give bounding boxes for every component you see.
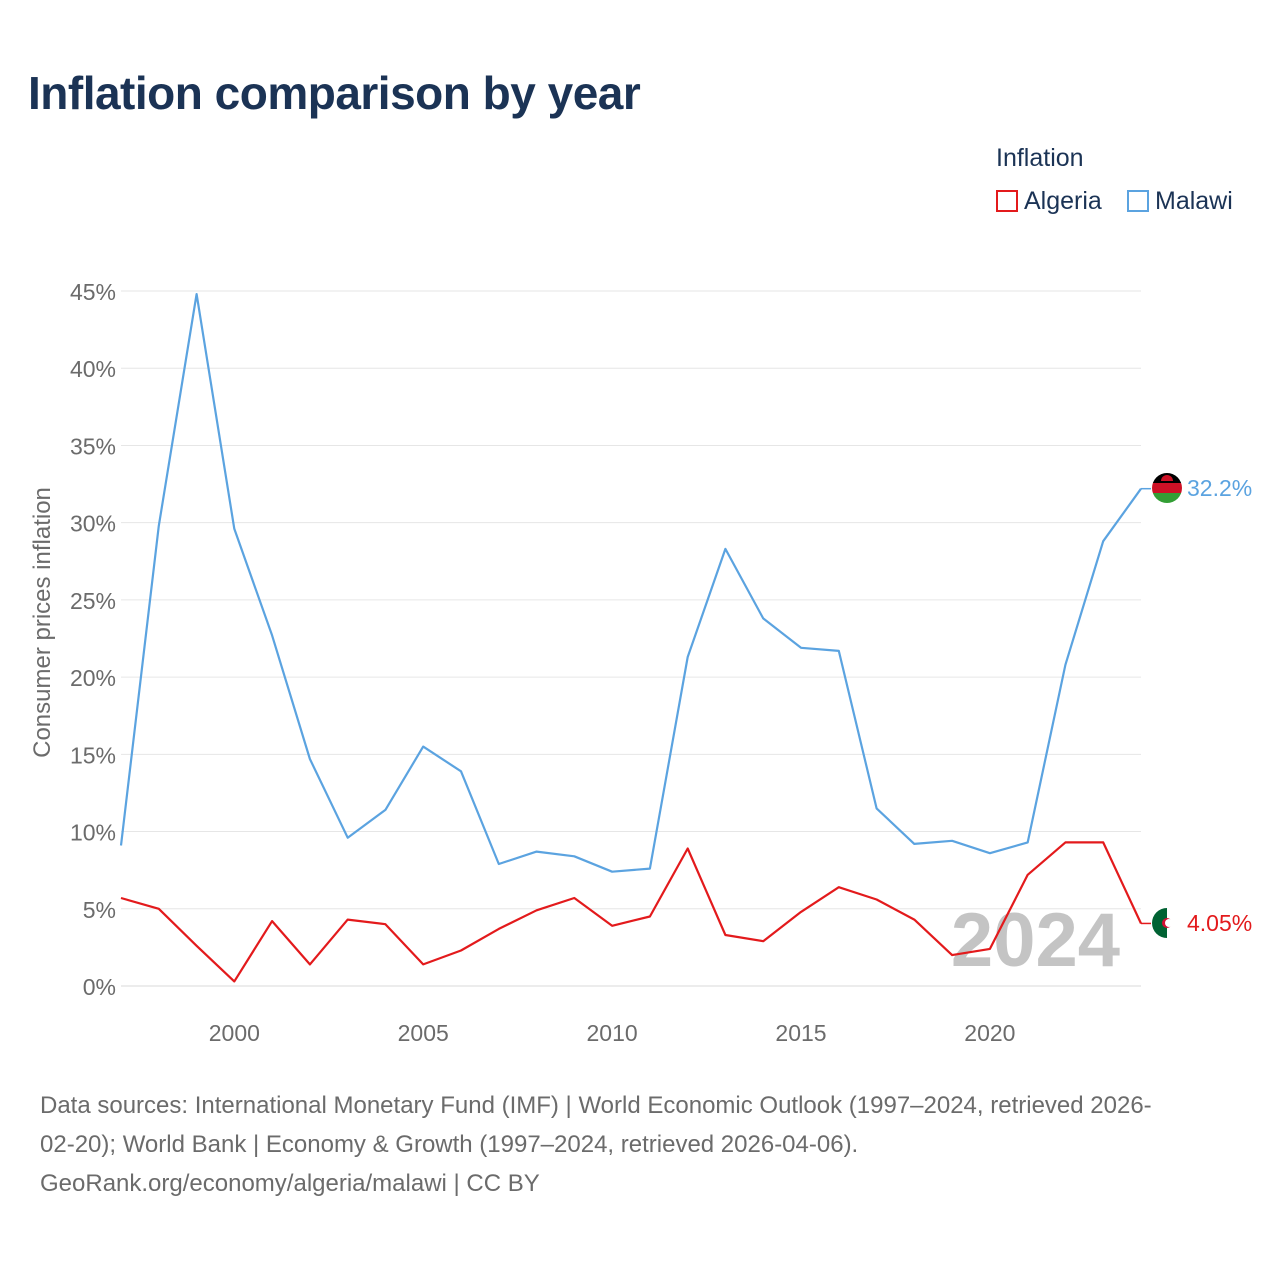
y-tick-label: 45% [70,279,116,305]
y-tick-label: 15% [70,742,116,768]
legend-title: Inflation [996,144,1084,172]
legend-item-malawi[interactable]: Malawi [1127,186,1233,216]
data-sources-footer: Data sources: International Monetary Fun… [40,1086,1250,1203]
year-watermark: 2024 [951,898,1120,983]
legend-label-malawi: Malawi [1155,186,1233,215]
legend-swatch-malawi [1127,190,1149,212]
y-tick-label: 30% [70,511,116,537]
y-tick-label: 35% [70,433,116,459]
axes: 0% 5% 10% 15% 20% 25% 30% 35% 40% 45% 2000 2005 2010… [29,279,1141,1046]
x-tick-label: 2005 [398,1020,449,1046]
footer-attribution[interactable]: GeoRank.org/economy/algeria/malawi | CC … [40,1170,540,1197]
y-tick-label: 10% [70,820,116,846]
y-tick-label: 25% [70,588,116,614]
y-axis-label: Consumer prices inflation [29,487,56,758]
malawi-flag-icon [1152,473,1182,503]
y-tick-label: 40% [70,356,116,382]
x-tick-label: 2010 [587,1020,638,1046]
x-tick-label: 2015 [775,1020,826,1046]
legend-label-algeria: Algeria [1024,186,1102,215]
legend-swatch-algeria [996,190,1018,212]
x-tick-label: 2020 [964,1020,1015,1046]
line-chart: 0% 5% 10% 15% 20% 25% 30% 35% 40% 45% 2000 2005 2010… [29,279,1252,1046]
x-tick-label: 2000 [209,1020,260,1046]
footer-sources-line-1: Data sources: International Monetary Fun… [40,1092,1152,1119]
end-label-malawi: 32.2% [1187,475,1252,501]
series-line-malawi [119,293,1142,873]
end-label-algeria: 4.05% [1187,910,1252,936]
y-tick-label: 20% [70,665,116,691]
y-tick-label: 0% [83,974,116,1000]
series-lines [119,293,1151,983]
legend-item-algeria[interactable]: Algeria [996,186,1102,216]
y-tick-label: 5% [83,897,116,923]
algeria-flag-icon [1152,908,1182,938]
end-labels: 4.05% 32.2% [1187,475,1252,936]
series-line-algeria [120,841,1142,983]
chart-title: Inflation comparison by year [28,67,641,119]
footer-sources-line-2: 02-20); World Bank | Economy & Growth (1… [40,1131,859,1158]
